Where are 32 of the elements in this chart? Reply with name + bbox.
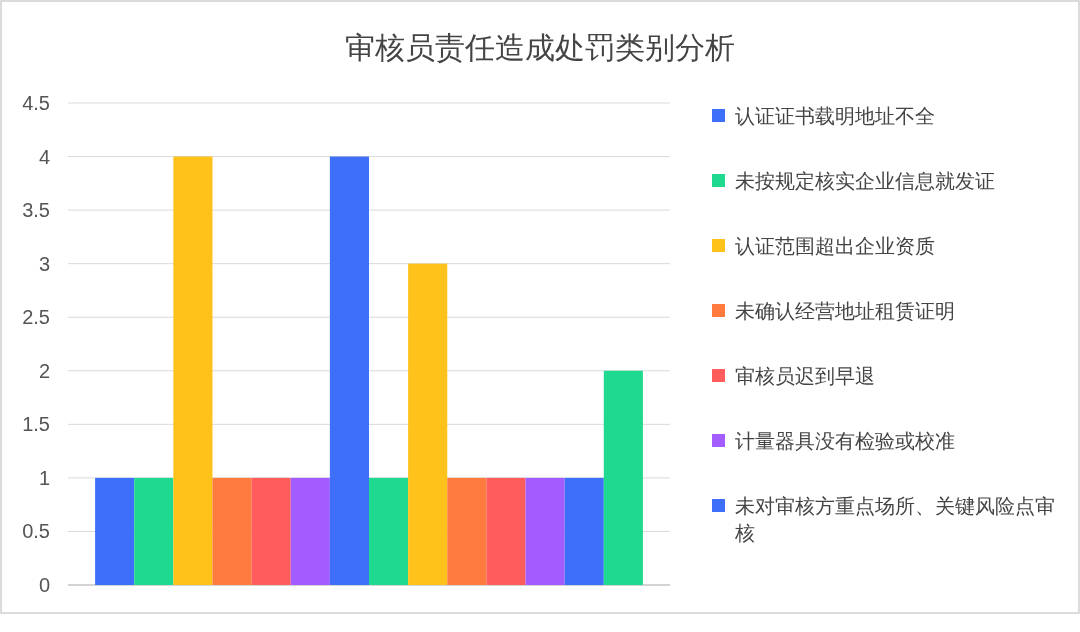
bar [525, 477, 565, 585]
y-tick-label: 0.5 [22, 520, 50, 543]
chart-title: 审核员责任造成处罚类别分析 [345, 31, 735, 64]
bar [251, 477, 291, 585]
y-tick-label: 1 [38, 466, 50, 489]
bar [603, 370, 643, 585]
y-tick-label: 4.5 [22, 92, 50, 114]
legend-label: 认证范围超出企业资质 [735, 235, 935, 257]
y-tick-label: 3.5 [22, 199, 50, 222]
legend-label: 未对审核方重点场所、关键风险点审核 [734, 495, 1055, 544]
legend-label: 认证证书载明地址不全 [735, 105, 935, 127]
bar [369, 477, 409, 585]
legend-label: 未按规定核实企业信息就发证 [735, 170, 995, 192]
y-tick-label: 0 [38, 574, 50, 596]
bar [173, 156, 213, 585]
y-tick-label: 2 [38, 359, 50, 382]
bar [212, 477, 252, 585]
bar [290, 477, 330, 585]
y-tick-label: 2.5 [22, 306, 50, 329]
y-tick-label: 3 [38, 252, 50, 275]
legend-label: 未确认经营地址租赁证明 [735, 300, 955, 322]
bar [329, 156, 369, 585]
bar [134, 477, 174, 585]
bar [486, 477, 526, 585]
bar [564, 477, 604, 585]
bar [447, 477, 487, 585]
y-tick-label: 4 [38, 145, 50, 168]
y-tick-label: 1.5 [22, 413, 50, 436]
legend-label: 计量器具没有检验或校准 [735, 430, 955, 452]
bar [408, 263, 448, 585]
legend-label: 审核员迟到早退 [735, 365, 875, 387]
bar [95, 477, 135, 585]
